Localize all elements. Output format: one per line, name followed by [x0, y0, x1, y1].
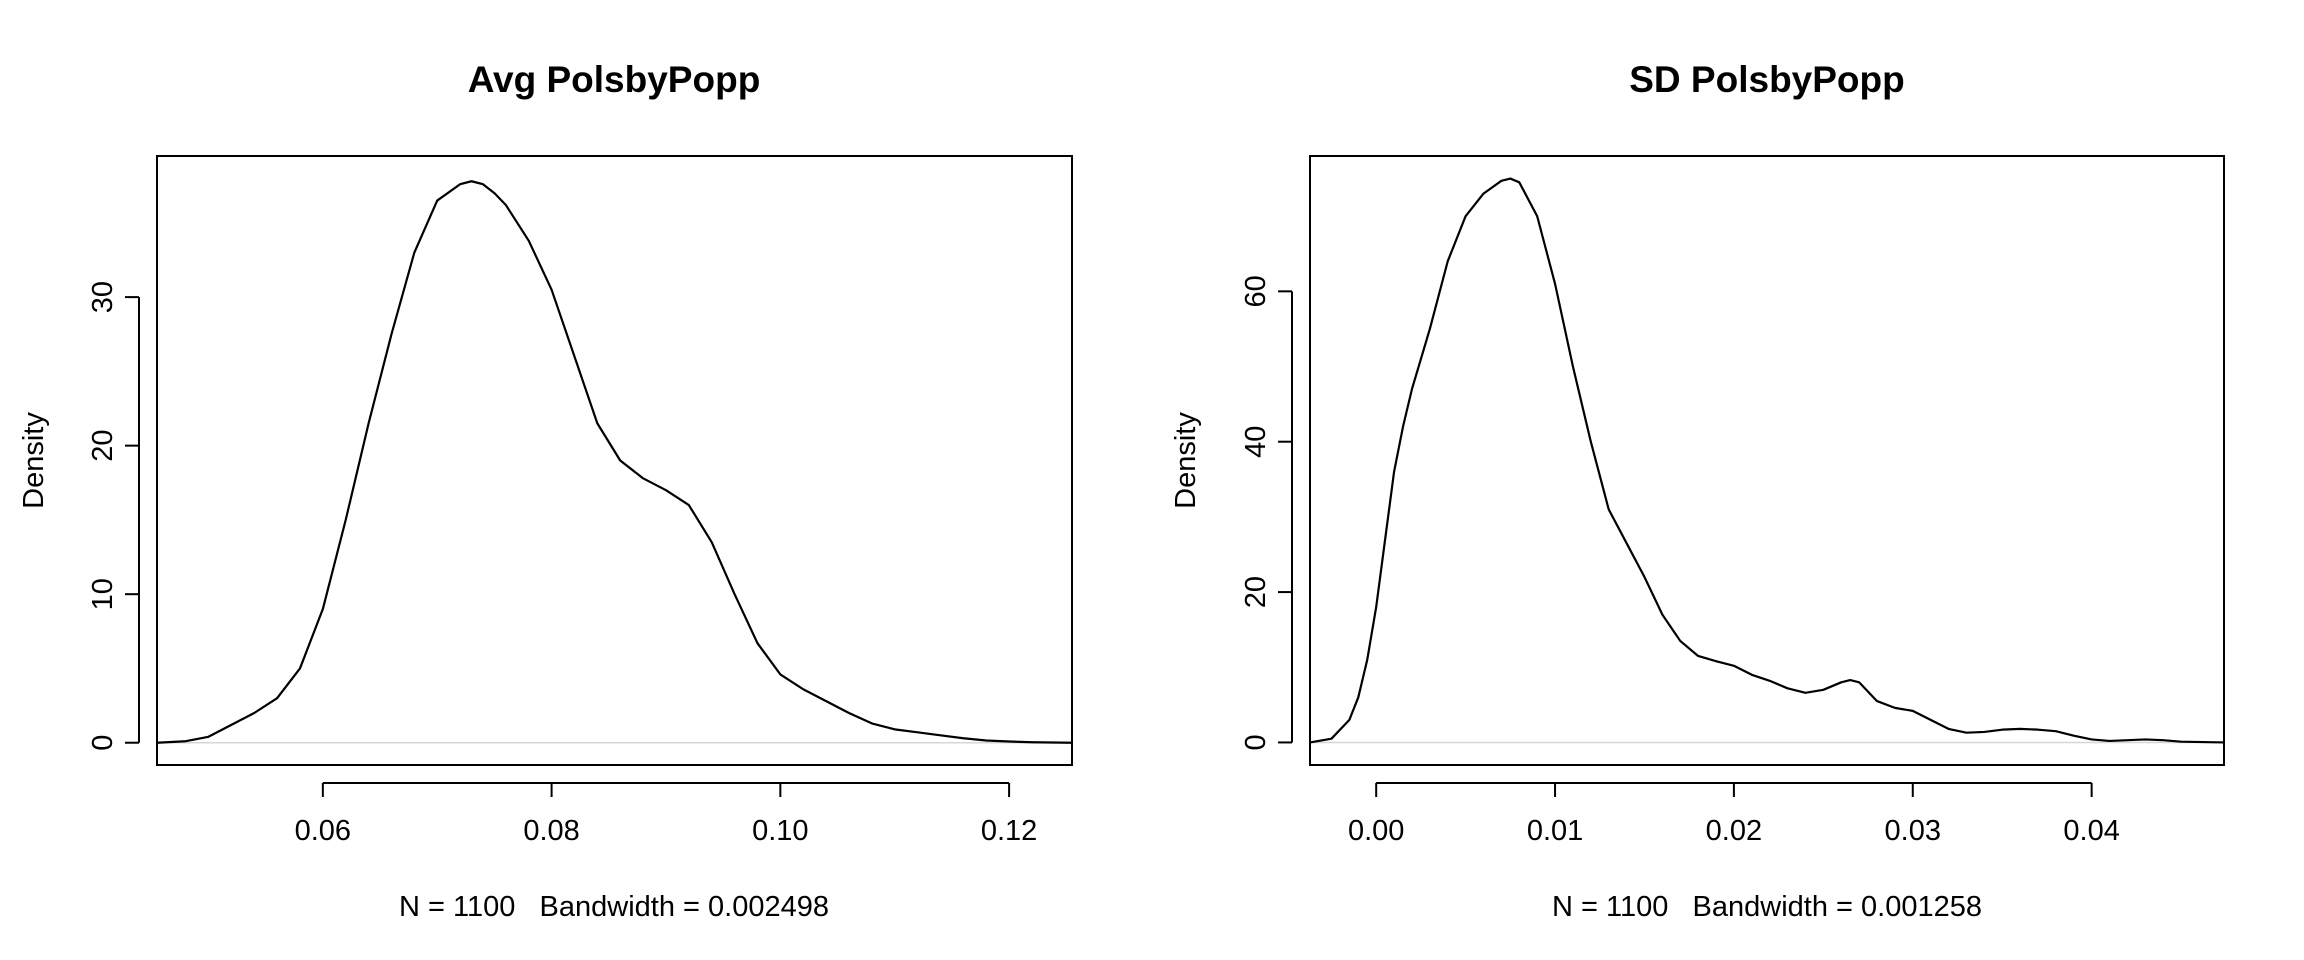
y-tick-label: 40 — [1240, 426, 1272, 458]
y-tick-label: 0 — [1240, 734, 1272, 750]
y-axis-label: Density — [18, 412, 50, 509]
y-tick-label: 60 — [1240, 275, 1272, 307]
x-tick-label: 0.03 — [1885, 815, 1941, 847]
density-panel-2: SD PolsbyPopp 0.00 0.01 0.02 0.03 0.04 0 20 40 60… — [1170, 59, 2225, 923]
y-tick-label: 20 — [87, 430, 119, 462]
density-panel-1: Avg PolsbyPopp 0.06 0.08 0.10 0.12 0 10 20 30 Den… — [18, 59, 1073, 923]
y-axis-label: Density — [1170, 412, 1202, 509]
x-tick-label: 0.08 — [523, 815, 579, 847]
plot-frame — [1309, 155, 2225, 766]
x-tick-label: 0.02 — [1706, 815, 1762, 847]
x-tick-label: 0.10 — [752, 815, 808, 847]
y-tick-label: 0 — [87, 735, 119, 751]
x-tick-label: 0.00 — [1348, 815, 1404, 847]
density-curve — [156, 180, 1073, 744]
density-curve — [1309, 177, 2225, 744]
y-tick-label: 30 — [87, 281, 119, 313]
x-axis-label: N = 1100 Bandwidth = 0.002498 — [399, 891, 829, 923]
plot-frame — [156, 155, 1073, 766]
x-tick-label: 0.06 — [295, 815, 351, 847]
y-tick-label: 20 — [1240, 576, 1272, 608]
x-tick-label: 0.04 — [2063, 815, 2119, 847]
x-axis-label: N = 1100 Bandwidth = 0.001258 — [1552, 891, 1982, 923]
x-tick-label: 0.01 — [1527, 815, 1583, 847]
x-tick-label: 0.12 — [981, 815, 1037, 847]
y-tick-label: 10 — [87, 578, 119, 610]
chart-title: Avg PolsbyPopp — [468, 59, 761, 100]
chart-title: SD PolsbyPopp — [1629, 59, 1904, 100]
